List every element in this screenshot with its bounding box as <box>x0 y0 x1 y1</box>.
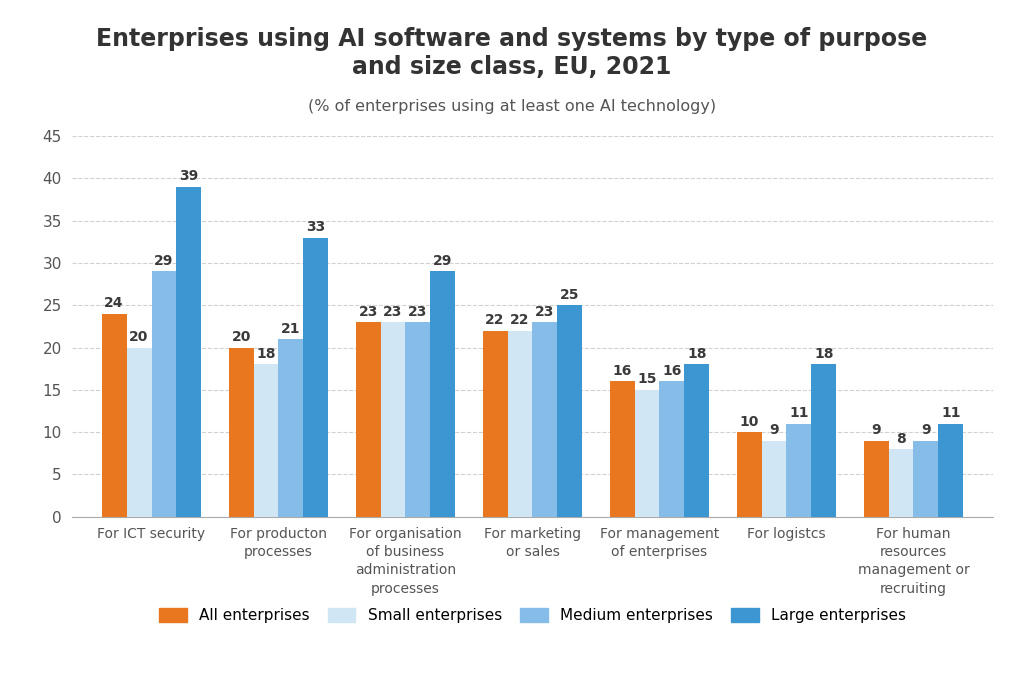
Text: 20: 20 <box>129 330 148 344</box>
Text: 16: 16 <box>663 364 682 378</box>
Bar <box>889 449 913 517</box>
Text: 23: 23 <box>383 305 402 319</box>
Bar <box>406 322 430 517</box>
Text: 15: 15 <box>637 373 656 386</box>
Text: 24: 24 <box>104 296 124 310</box>
Legend: All enterprises, Small enterprises, Medium enterprises, Large enterprises: All enterprises, Small enterprises, Medi… <box>159 608 906 624</box>
Bar <box>254 364 279 517</box>
Text: 29: 29 <box>155 254 174 268</box>
Text: 18: 18 <box>256 347 275 361</box>
Bar <box>127 347 152 517</box>
Text: 20: 20 <box>231 330 251 344</box>
Text: 9: 9 <box>769 423 779 437</box>
Bar <box>913 441 938 517</box>
Bar <box>482 330 508 517</box>
Bar <box>635 390 659 517</box>
Text: 9: 9 <box>871 423 881 437</box>
Text: 33: 33 <box>306 220 326 234</box>
Bar <box>228 347 254 517</box>
Text: 18: 18 <box>814 347 834 361</box>
Bar <box>152 271 176 517</box>
Bar <box>430 271 456 517</box>
Text: 11: 11 <box>790 407 809 420</box>
Bar <box>863 441 889 517</box>
Bar <box>508 330 532 517</box>
Text: 29: 29 <box>433 254 453 268</box>
Bar <box>557 305 583 517</box>
Text: 10: 10 <box>739 415 759 429</box>
Bar <box>762 441 786 517</box>
Bar <box>101 313 127 517</box>
Text: 23: 23 <box>358 305 378 319</box>
Text: 23: 23 <box>536 305 555 319</box>
Bar <box>303 237 329 517</box>
Text: (% of enterprises using at least one AI technology): (% of enterprises using at least one AI … <box>308 99 716 114</box>
Text: 22: 22 <box>485 313 505 327</box>
Text: 11: 11 <box>941 407 961 420</box>
Bar <box>609 381 635 517</box>
Bar <box>938 424 964 517</box>
Text: 18: 18 <box>687 347 707 361</box>
Bar <box>279 339 303 517</box>
Text: 23: 23 <box>409 305 428 319</box>
Bar <box>381 322 406 517</box>
Bar <box>355 322 381 517</box>
Text: Enterprises using AI software and systems by type of purpose
and size class, EU,: Enterprises using AI software and system… <box>96 27 928 79</box>
Text: 8: 8 <box>896 432 906 445</box>
Bar <box>684 364 710 517</box>
Bar <box>659 381 684 517</box>
Text: 39: 39 <box>179 169 199 184</box>
Text: 9: 9 <box>922 423 931 437</box>
Text: 16: 16 <box>612 364 632 378</box>
Text: 22: 22 <box>510 313 529 327</box>
Text: 25: 25 <box>560 288 580 302</box>
Bar <box>811 364 837 517</box>
Bar <box>736 432 762 517</box>
Bar <box>532 322 557 517</box>
Text: 21: 21 <box>282 322 301 336</box>
Bar <box>176 187 202 517</box>
Bar <box>786 424 811 517</box>
